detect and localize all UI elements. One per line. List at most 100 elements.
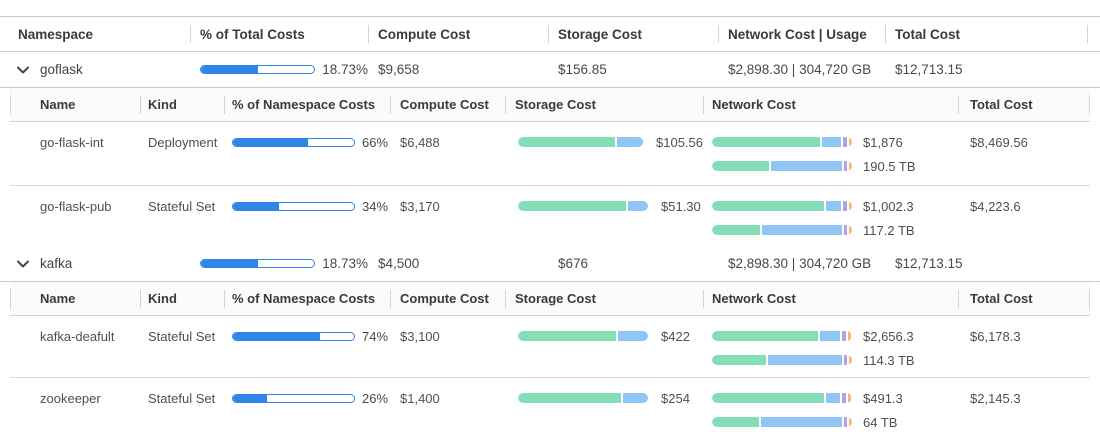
chevron-down-icon[interactable] xyxy=(16,64,30,76)
workload-kind: Stateful Set xyxy=(148,198,216,214)
namespace-row-goflask[interactable]: goflask 18.73% $9,658 $156.85 $2,898.30 … xyxy=(0,52,1100,88)
column-header-storage-cost[interactable]: Storage Cost xyxy=(505,282,703,315)
column-header-kind[interactable]: Kind xyxy=(140,88,224,121)
storage-cost-value: $156.85 xyxy=(558,62,607,77)
workload-kind-cell: Deployment xyxy=(140,130,224,185)
network-cost-bar xyxy=(712,393,852,403)
pct-total-cell: 18.73% xyxy=(190,62,368,77)
workload-row-zookeeper[interactable]: zookeeper Stateful Set 26% $1,400 $254 $… xyxy=(10,378,1090,436)
total-cost-cell: $4,223.6 xyxy=(958,194,1090,246)
pct-namespace-cell: 74% xyxy=(224,324,390,377)
column-header-total-cost[interactable]: Total Cost xyxy=(885,17,1100,51)
total-cost-value: $2,145.3 xyxy=(970,390,1021,406)
total-cost-cell: $8,469.56 xyxy=(958,130,1090,185)
column-header-pct-namespace-costs[interactable]: % of Namespace Costs xyxy=(224,282,390,315)
namespace-cell: goflask xyxy=(0,62,190,77)
pct-namespace-value: 74% xyxy=(362,328,389,344)
pct-total-bar xyxy=(200,259,316,268)
column-header-pct-total-costs[interactable]: % of Total Costs xyxy=(190,17,368,51)
total-cost-value: $8,469.56 xyxy=(970,134,1028,150)
network-cost-cell: $1,002.3 117.2 TB xyxy=(703,194,958,246)
network-usage-bar xyxy=(712,161,852,171)
column-header-storage-cost[interactable]: Storage Cost xyxy=(505,88,703,121)
network-usage-bar xyxy=(712,417,852,427)
workload-name: kafka-deafult xyxy=(40,328,115,344)
main-table-header: Namespace % of Total Costs Compute Cost … xyxy=(0,16,1100,52)
network-usage-value: 64 TB xyxy=(863,414,898,430)
workload-name-cell: kafka-deafult xyxy=(10,324,140,377)
network-usage-bar xyxy=(712,355,852,365)
storage-cost-bar xyxy=(518,137,645,147)
column-header-total-cost[interactable]: Total Cost xyxy=(958,88,1090,121)
pct-total-value: 18.73% xyxy=(322,256,368,271)
workload-name: go-flask-int xyxy=(40,134,104,150)
total-cost-cell: $6,178.3 xyxy=(958,324,1090,377)
column-header-namespace[interactable]: Namespace xyxy=(18,26,94,42)
total-cost-value: $12,713.15 xyxy=(895,256,963,271)
network-cost-value: $491.3 xyxy=(863,390,903,406)
nested-table-header: Name Kind % of Namespace Costs Compute C… xyxy=(10,282,1090,316)
column-header-compute-cost[interactable]: Compute Cost xyxy=(390,282,505,315)
storage-cost-cell: $422 xyxy=(505,324,703,377)
compute-cost-cell: $3,170 xyxy=(390,194,505,246)
compute-cost-cell: $1,400 xyxy=(390,386,505,436)
compute-cost-value: $3,100 xyxy=(400,328,440,344)
storage-cost-value: $105.56 xyxy=(656,134,703,150)
workload-row-go-flask-int[interactable]: go-flask-int Deployment 66% $6,488 $105.… xyxy=(10,122,1090,186)
pct-namespace-bar xyxy=(232,331,355,341)
column-header-network-cost[interactable]: Network Cost xyxy=(703,282,958,315)
column-header-compute-cost[interactable]: Compute Cost xyxy=(390,88,505,121)
total-cost-value: $6,178.3 xyxy=(970,328,1021,344)
pct-total-value: 18.73% xyxy=(322,62,368,77)
total-cost-value: $12,713.15 xyxy=(895,62,963,77)
workload-kind: Stateful Set xyxy=(148,328,216,344)
column-header-network-cost[interactable]: Network Cost xyxy=(703,88,958,121)
workload-name-cell: go-flask-pub xyxy=(10,194,140,246)
total-cost-value: $4,223.6 xyxy=(970,198,1021,214)
pct-namespace-value: 66% xyxy=(362,134,389,150)
network-usage-bar xyxy=(712,225,852,235)
network-usage-value: 114.3 TB xyxy=(863,352,915,368)
storage-cost-value: $51.30 xyxy=(661,198,701,214)
nested-table-kafka: Name Kind % of Namespace Costs Compute C… xyxy=(10,282,1090,436)
namespace-row-kafka[interactable]: kafka 18.73% $4,500 $676 $2,898.30 | 304… xyxy=(0,246,1100,282)
workload-name: zookeeper xyxy=(40,390,101,406)
workload-kind-cell: Stateful Set xyxy=(140,194,224,246)
workload-name-cell: zookeeper xyxy=(10,386,140,436)
workload-row-go-flask-pub[interactable]: go-flask-pub Stateful Set 34% $3,170 $51… xyxy=(10,186,1090,246)
workload-row-kafka-deafult[interactable]: kafka-deafult Stateful Set 74% $3,100 $4… xyxy=(10,316,1090,378)
compute-cost-value: $4,500 xyxy=(378,256,420,271)
network-cost-bar xyxy=(712,331,852,341)
workload-kind: Stateful Set xyxy=(148,390,216,406)
column-header-kind[interactable]: Kind xyxy=(140,282,224,315)
chevron-down-icon[interactable] xyxy=(16,258,30,270)
column-header-pct-namespace-costs[interactable]: % of Namespace Costs xyxy=(224,88,390,121)
storage-cost-value: $676 xyxy=(558,256,589,271)
pct-total-bar xyxy=(200,65,316,74)
pct-namespace-bar xyxy=(232,393,355,403)
workload-kind-cell: Stateful Set xyxy=(140,386,224,436)
network-cost-value: $1,876 xyxy=(863,134,903,150)
storage-cost-cell: $51.30 xyxy=(505,194,703,246)
storage-cost-bar xyxy=(518,201,650,211)
workload-kind: Deployment xyxy=(148,134,218,150)
column-header-storage-cost[interactable]: Storage Cost xyxy=(548,17,718,51)
column-header-compute-cost[interactable]: Compute Cost xyxy=(368,17,548,51)
pct-namespace-cell: 34% xyxy=(224,194,390,246)
network-cost-cell: $491.3 64 TB xyxy=(703,386,958,436)
column-header-total-cost[interactable]: Total Cost xyxy=(958,282,1090,315)
pct-namespace-bar xyxy=(232,137,355,147)
compute-cost-cell: $6,488 xyxy=(390,130,505,185)
namespace-name: goflask xyxy=(40,62,83,77)
column-header-name[interactable]: Name xyxy=(10,88,140,121)
nested-table-goflask: Name Kind % of Namespace Costs Compute C… xyxy=(10,88,1090,246)
storage-cost-bar xyxy=(518,331,650,341)
compute-cost-cell: $3,100 xyxy=(390,324,505,377)
pct-namespace-cell: 66% xyxy=(224,130,390,185)
workload-name: go-flask-pub xyxy=(40,198,112,214)
storage-cost-bar xyxy=(518,393,650,403)
column-header-network-cost-usage[interactable]: Network Cost | Usage xyxy=(718,17,885,51)
workload-name-cell: go-flask-int xyxy=(10,130,140,185)
column-header-name[interactable]: Name xyxy=(10,282,140,315)
